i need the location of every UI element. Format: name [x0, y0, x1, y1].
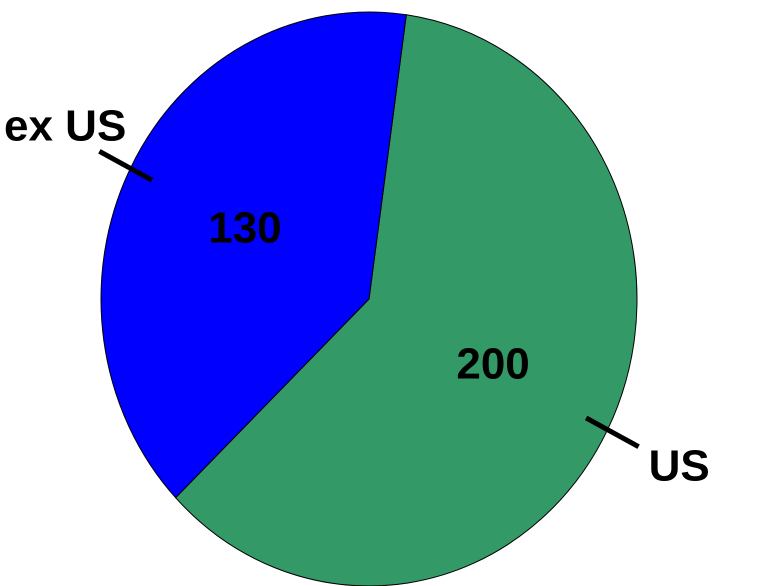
- pie-slices: [100, 11, 638, 586]
- pie-labels: 200 US 130 ex US: [4, 102, 710, 491]
- data-label-us: 200: [456, 340, 529, 389]
- leader-line-us: [584, 415, 640, 449]
- category-label-us: US: [649, 442, 710, 491]
- data-label-ex-us: 130: [208, 204, 281, 253]
- leader-lines: [98, 149, 640, 449]
- leader-line-ex-us: [98, 149, 154, 183]
- category-label-ex-us: ex US: [4, 102, 126, 151]
